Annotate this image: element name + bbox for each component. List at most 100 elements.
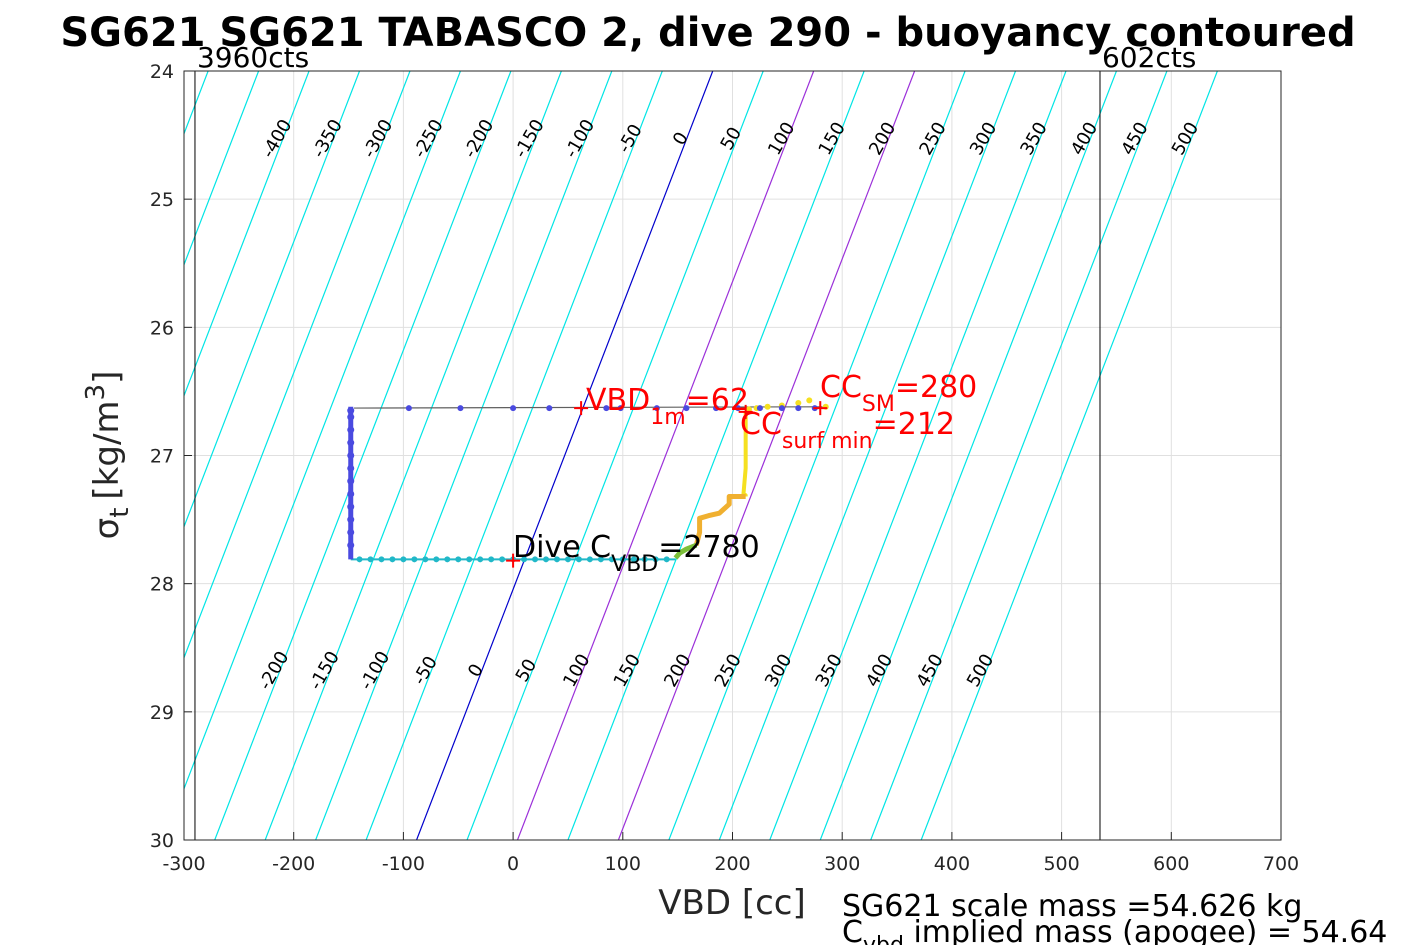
contour-line bbox=[184, 71, 310, 398]
bottom-point bbox=[422, 556, 429, 563]
x-tick-label: 700 bbox=[1263, 853, 1299, 875]
bottom-point bbox=[586, 556, 593, 563]
bottom-point bbox=[444, 556, 451, 563]
y-label-sup: 3 bbox=[81, 384, 111, 401]
y-tick-label: 28 bbox=[150, 574, 174, 596]
x-tick-label: 400 bbox=[934, 853, 970, 875]
ascent-point bbox=[347, 464, 355, 472]
ascent-point bbox=[347, 413, 355, 421]
surface-point bbox=[546, 405, 553, 412]
surface-point bbox=[617, 405, 624, 412]
contour-line bbox=[416, 71, 714, 840]
bottom-point bbox=[367, 556, 374, 563]
y-tick-label: 24 bbox=[150, 61, 174, 83]
ascent-point bbox=[347, 407, 355, 415]
contour-line bbox=[0, 71, 158, 840]
y-tick-label: 27 bbox=[150, 446, 174, 468]
x-tick-label: 300 bbox=[824, 853, 860, 875]
x-axis-label: VBD [cc] bbox=[658, 883, 806, 923]
bottom-point bbox=[641, 556, 648, 563]
dive-cvbd-annotation: Dive CVBD=2780 bbox=[513, 530, 760, 577]
surface-point bbox=[756, 405, 763, 412]
contour-line bbox=[315, 71, 613, 840]
contour-line bbox=[466, 71, 764, 840]
cc-sm-annotation: CCSM=280 bbox=[820, 370, 977, 417]
bottom-point bbox=[455, 556, 462, 563]
bottom-point bbox=[389, 556, 396, 563]
contour-line bbox=[718, 71, 1017, 840]
contour-line bbox=[516, 71, 815, 840]
y-label-sub: t bbox=[105, 508, 135, 518]
ascent-point bbox=[347, 426, 355, 434]
bottom-point bbox=[356, 556, 363, 563]
contour-line bbox=[214, 71, 512, 840]
contour-line bbox=[184, 71, 260, 267]
contour-line bbox=[264, 71, 562, 840]
chart-title: SG621 SG621 TABASCO 2, dive 290 - buoyan… bbox=[60, 10, 1355, 56]
surface-point bbox=[457, 405, 464, 412]
vbd-1m-annotation: VBD1m=62 bbox=[586, 383, 749, 430]
buoyancy-contours bbox=[0, 71, 1218, 840]
surface-line bbox=[354, 406, 823, 409]
ascent-point bbox=[347, 452, 355, 459]
bottom-green-segment bbox=[673, 542, 698, 560]
bottom-point bbox=[411, 556, 418, 563]
y-tick-label: 26 bbox=[150, 317, 174, 339]
contour-line bbox=[819, 71, 1118, 840]
surface-point bbox=[778, 405, 785, 412]
bottom-point bbox=[597, 556, 604, 563]
y-label-close: ] bbox=[87, 371, 127, 384]
x-tick-label: 500 bbox=[1043, 853, 1079, 875]
surface-point bbox=[603, 405, 610, 412]
y-label-sigma: σ bbox=[87, 518, 127, 540]
bottom-point bbox=[619, 556, 626, 563]
bottom-point bbox=[433, 556, 440, 563]
surface-point bbox=[713, 405, 720, 412]
bottom-point bbox=[663, 556, 670, 563]
vbd-limit-label: 3960cts bbox=[197, 41, 309, 74]
cc-surf-min-annotation: CCsurf min=212 bbox=[740, 407, 955, 454]
x-tick-label: 600 bbox=[1153, 853, 1189, 875]
red-plus-marker bbox=[574, 401, 589, 416]
bottom-point bbox=[466, 556, 473, 563]
y-label-unit: [kg/m bbox=[87, 400, 127, 499]
ascent-point bbox=[347, 503, 355, 511]
surface-point bbox=[734, 405, 741, 412]
bottom-point bbox=[553, 556, 560, 563]
red-markers bbox=[506, 401, 828, 568]
bottom-point bbox=[521, 556, 528, 563]
contour-line bbox=[920, 71, 1218, 840]
contour-line bbox=[668, 71, 966, 840]
y-axis-ticks: 24 25 26 27 28 29 30 bbox=[150, 61, 192, 852]
surface-point bbox=[683, 405, 690, 412]
bottom-point bbox=[378, 556, 385, 563]
red-plus-marker bbox=[738, 404, 753, 419]
contour-line bbox=[870, 71, 1168, 840]
x-tick-label: 200 bbox=[714, 853, 750, 875]
ascent-point bbox=[347, 439, 355, 447]
x-tick-label: 100 bbox=[605, 853, 641, 875]
vbd-limit-lines: 3960cts 602cts bbox=[194, 41, 1196, 840]
contour-line bbox=[184, 71, 411, 660]
descent-orange-segment bbox=[693, 494, 746, 546]
scale-mass-text: SG621 scale mass =54.626 kg bbox=[842, 889, 1302, 924]
descent-point bbox=[764, 403, 771, 410]
red-plus-marker bbox=[813, 401, 828, 416]
bottom-point bbox=[499, 556, 506, 563]
descent-point bbox=[806, 397, 813, 404]
surface-point bbox=[653, 405, 660, 412]
x-tick-label: -200 bbox=[272, 853, 315, 875]
ascent-point bbox=[347, 516, 355, 524]
ascent-point bbox=[347, 477, 355, 485]
contour-line bbox=[184, 71, 462, 791]
y-tick-label: 29 bbox=[150, 702, 174, 724]
implied-mass-text: Cvbd implied mass (apogee) = 54.64 bbox=[842, 915, 1387, 945]
contour-line bbox=[617, 71, 916, 840]
contour-line bbox=[365, 71, 663, 840]
x-tick-label: -300 bbox=[162, 853, 205, 875]
svg-text:σt[kg/m3]: σt [kg/m3] bbox=[81, 371, 135, 540]
bottom-point bbox=[630, 556, 637, 563]
surface-point bbox=[405, 405, 412, 412]
ascent-point bbox=[347, 528, 355, 536]
